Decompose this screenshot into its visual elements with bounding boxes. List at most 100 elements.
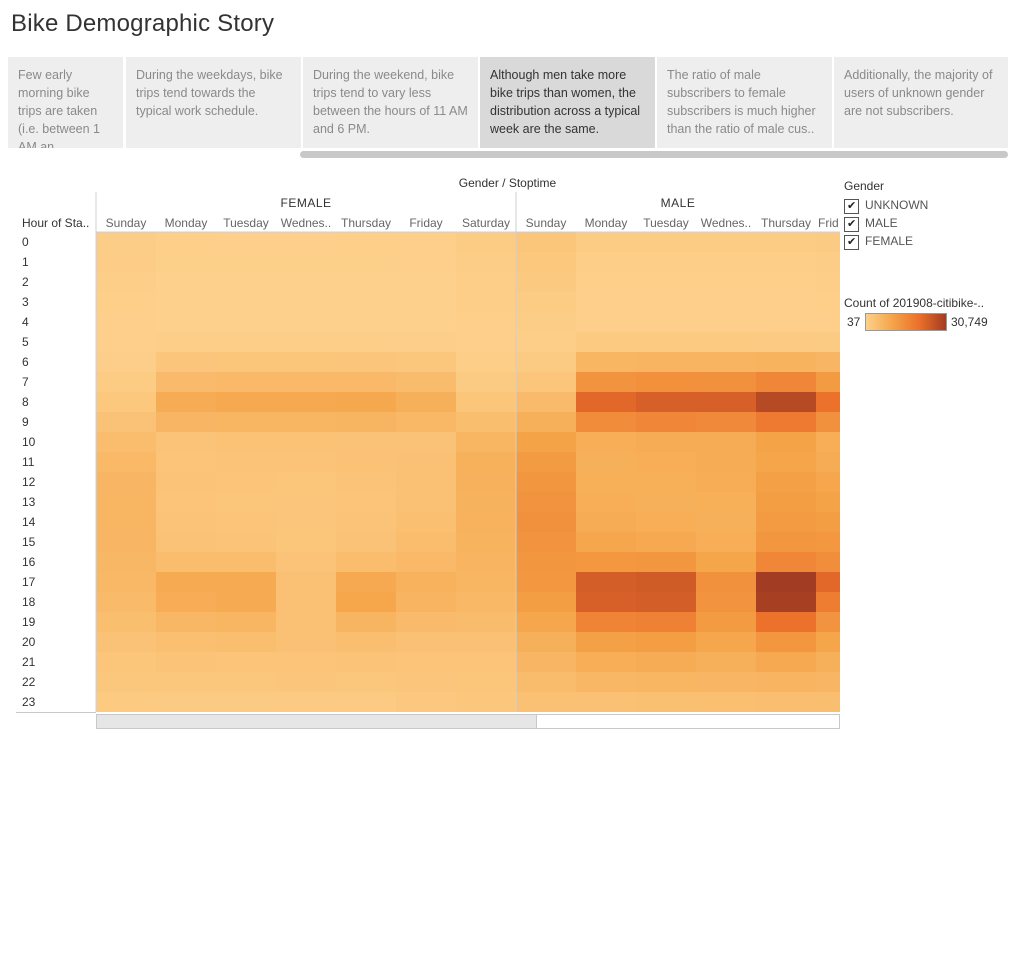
- heatmap-cell: [276, 312, 336, 332]
- heatmap-cell: [456, 452, 516, 472]
- checkbox-icon[interactable]: [844, 199, 859, 214]
- row-label: 8: [22, 395, 29, 409]
- row-label: 23: [22, 695, 36, 709]
- heatmap-cell: [756, 292, 816, 312]
- heatmap-cell: [576, 572, 636, 592]
- heatmap-cell: [156, 392, 216, 412]
- heatmap-cell: [336, 492, 396, 512]
- heatmap-cell: [396, 252, 456, 272]
- horizontal-scrollbar[interactable]: [96, 714, 840, 729]
- heatmap-cell: [96, 412, 156, 432]
- heatmap-cell: [756, 412, 816, 432]
- heatmap-cell: [456, 332, 516, 352]
- heatmap-cell: [516, 672, 576, 692]
- column-label: Friday: [409, 216, 442, 230]
- heatmap-cell: [156, 572, 216, 592]
- story-point-2[interactable]: During the weekdays, bike trips tend tow…: [126, 57, 301, 148]
- heatmap-cell: [276, 532, 336, 552]
- row-label: 9: [22, 415, 29, 429]
- heatmap-cell: [336, 672, 396, 692]
- heatmap-cell: [156, 332, 216, 352]
- heatmap-cell: [216, 552, 276, 572]
- heatmap-cell: [696, 512, 756, 532]
- heatmap-cell: [756, 392, 816, 412]
- heatmap-cell: [636, 632, 696, 652]
- heatmap-cell: [636, 432, 696, 452]
- heatmap-cell: [816, 292, 840, 312]
- row-label: 22: [22, 675, 36, 689]
- group-label: MALE: [661, 196, 696, 210]
- heatmap-cell: [216, 332, 276, 352]
- heatmap-cell: [816, 272, 840, 292]
- heatmap-cell: [156, 372, 216, 392]
- heatmap-cell: [456, 512, 516, 532]
- heatmap-cell: [156, 352, 216, 372]
- heatmap-cell: [456, 472, 516, 492]
- heatmap-cell: [636, 412, 696, 432]
- heatmap-cell: [756, 632, 816, 652]
- heatmap-cell: [396, 652, 456, 672]
- heatmap-cell: [456, 692, 516, 712]
- heatmap-cell: [636, 692, 696, 712]
- heatmap-cell: [576, 432, 636, 452]
- heatmap-cell: [816, 512, 840, 532]
- heatmap-cell: [816, 472, 840, 492]
- heatmap-cell: [336, 532, 396, 552]
- heatmap-cell: [396, 472, 456, 492]
- heatmap-cell: [216, 292, 276, 312]
- heatmap-cell: [336, 252, 396, 272]
- heatmap-cell: [336, 272, 396, 292]
- heatmap-cell: [396, 572, 456, 592]
- checkbox-icon[interactable]: [844, 217, 859, 232]
- heatmap-cell: [576, 392, 636, 412]
- heatmap-cell: [636, 612, 696, 632]
- heatmap-cell: [816, 492, 840, 512]
- story-point-6[interactable]: Additionally, the majority of users of u…: [834, 57, 1008, 148]
- heatmap-cell: [636, 252, 696, 272]
- story-point-1[interactable]: Few early morning bike trips are taken (…: [8, 57, 123, 148]
- heatmap-cell: [636, 512, 696, 532]
- story-point-4[interactable]: Although men take more bike trips than w…: [480, 57, 655, 148]
- heatmap-cell: [756, 512, 816, 532]
- heatmap-cell: [396, 292, 456, 312]
- column-label: Frid: [818, 216, 839, 230]
- checkbox-icon[interactable]: [844, 235, 859, 250]
- heatmap-cell: [276, 232, 336, 252]
- color-legend-min: 37: [847, 315, 861, 329]
- story-scrollbar[interactable]: [300, 151, 1008, 158]
- heatmap-cell: [636, 472, 696, 492]
- heatmap-cell: [816, 392, 840, 412]
- heatmap-cell: [216, 572, 276, 592]
- heatmap-cell: [396, 492, 456, 512]
- heatmap-cell: [336, 632, 396, 652]
- column-label: Wednes..: [281, 216, 331, 230]
- heatmap-cell: [96, 552, 156, 572]
- heatmap-cells: [96, 232, 840, 712]
- heatmap-cell: [276, 672, 336, 692]
- heatmap-cell: [276, 592, 336, 612]
- story-navigator: Few early morning bike trips are taken (…: [8, 57, 1008, 149]
- row-label: 7: [22, 375, 29, 389]
- heatmap-cell: [516, 692, 576, 712]
- heatmap-cell: [696, 532, 756, 552]
- heatmap-cell: [96, 252, 156, 272]
- story-point-3[interactable]: During the weekend, bike trips tend to v…: [303, 57, 478, 148]
- story-point-5[interactable]: The ratio of male subscribers to female …: [657, 57, 832, 148]
- heatmap-cell: [396, 412, 456, 432]
- heatmap-cell: [396, 272, 456, 292]
- heatmap-cell: [96, 652, 156, 672]
- column-label: Thursday: [341, 216, 391, 230]
- heatmap-cell: [396, 312, 456, 332]
- heatmap-cell: [516, 452, 576, 472]
- heatmap-cell: [756, 332, 816, 352]
- heatmap-cell: [516, 312, 576, 332]
- heatmap-cell: [276, 352, 336, 372]
- heatmap-cell: [456, 252, 516, 272]
- heatmap-cell: [336, 412, 396, 432]
- heatmap-cell: [576, 632, 636, 652]
- heatmap-cell: [216, 652, 276, 672]
- heatmap-cell: [696, 612, 756, 632]
- heatmap-cell: [96, 272, 156, 292]
- scrollbar-thumb[interactable]: [97, 715, 537, 728]
